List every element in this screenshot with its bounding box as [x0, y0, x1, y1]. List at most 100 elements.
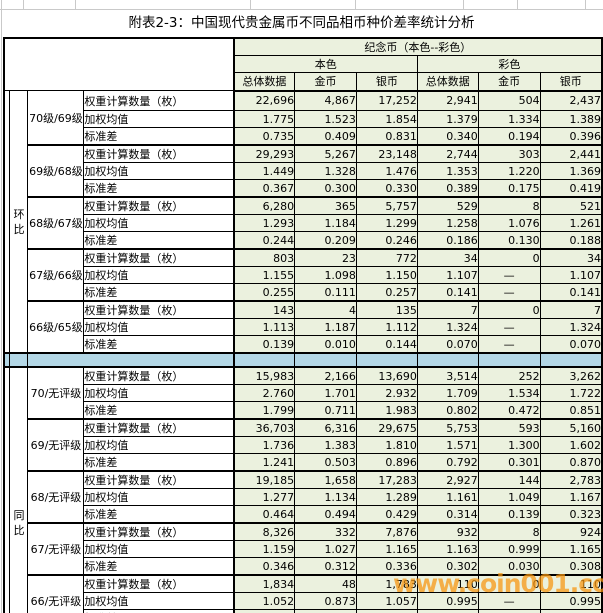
row-label-cell[interactable]: 加权均值 — [83, 318, 235, 336]
value-cell[interactable]: 0.300 — [294, 179, 357, 198]
value-cell[interactable]: 0.141 — [416, 283, 479, 302]
value-cell[interactable]: 2,166 — [294, 366, 357, 385]
value-cell[interactable]: 1.277 — [232, 488, 296, 506]
value-cell[interactable]: 1.571 — [416, 436, 479, 454]
value-cell[interactable]: 144 — [477, 470, 541, 489]
value-cell[interactable]: 1.107 — [416, 266, 479, 284]
group-label-cell[interactable]: 66级/65级 — [27, 300, 85, 354]
row-label-cell[interactable]: 权重计算数量（枚） — [83, 470, 235, 489]
value-cell[interactable]: 0.111 — [294, 283, 357, 302]
value-cell[interactable]: 1.052 — [232, 592, 296, 610]
value-cell[interactable]: 0.222 — [539, 609, 603, 613]
value-cell[interactable]: 0.257 — [355, 283, 418, 302]
value-cell[interactable]: 1.184 — [294, 214, 357, 232]
value-cell[interactable]: 593 — [477, 418, 541, 437]
row-label-cell[interactable]: 加权均值 — [83, 162, 235, 180]
value-cell[interactable]: 1.289 — [355, 488, 418, 506]
value-cell[interactable]: 15,983 — [232, 366, 296, 385]
value-cell[interactable]: 0.494 — [294, 505, 357, 524]
value-cell[interactable]: 1.324 — [539, 318, 603, 336]
value-cell[interactable]: 1.709 — [416, 384, 479, 402]
value-cell[interactable]: 34 — [416, 248, 479, 267]
value-cell[interactable]: 0.999 — [477, 540, 541, 558]
value-cell[interactable]: 5,757 — [355, 196, 418, 215]
row-label-cell[interactable]: 标准差 — [83, 179, 235, 198]
row-label-cell[interactable]: 标准差 — [83, 453, 235, 472]
value-cell[interactable]: 1.261 — [539, 214, 603, 232]
value-cell[interactable]: 2,941 — [416, 90, 479, 111]
value-cell[interactable]: 22,696 — [232, 90, 296, 111]
value-cell[interactable]: 0.896 — [355, 453, 418, 472]
value-cell[interactable]: 23 — [294, 248, 357, 267]
value-cell[interactable]: 1.722 — [539, 384, 603, 402]
section-label-cell[interactable]: 环比 — [9, 90, 29, 354]
table-title[interactable]: 附表2-3：中国现代贵金属币不同品相币种价差率统计分析 — [128, 15, 475, 31]
value-cell[interactable]: 0.255 — [232, 283, 296, 302]
value-cell[interactable]: 521 — [539, 196, 603, 215]
group-label-cell[interactable]: 70级/69级 — [27, 90, 85, 146]
value-cell[interactable]: 0.396 — [539, 127, 603, 146]
column-header[interactable]: 金币 — [294, 72, 357, 92]
value-cell[interactable]: 1.736 — [232, 436, 296, 454]
value-cell[interactable]: 1.334 — [477, 110, 541, 128]
group-label-cell[interactable]: 69/无评级 — [27, 418, 85, 472]
value-cell[interactable]: 0.472 — [477, 401, 541, 420]
row-label-cell[interactable]: 权重计算数量（枚） — [83, 418, 235, 437]
value-cell[interactable]: 0.802 — [416, 401, 479, 420]
value-cell[interactable]: 0.831 — [355, 127, 418, 146]
value-cell[interactable]: 0.010 — [294, 335, 357, 354]
separator-cell[interactable] — [416, 352, 479, 368]
value-cell[interactable]: 0.409 — [294, 127, 357, 146]
group-label-cell[interactable]: 69级/68级 — [27, 144, 85, 198]
value-cell[interactable]: 23,148 — [355, 144, 418, 163]
row-label-cell[interactable]: 权重计算数量（枚） — [83, 574, 235, 593]
value-cell[interactable]: 0.070 — [539, 335, 603, 354]
separator-cell[interactable] — [294, 352, 357, 368]
value-cell[interactable]: 1.134 — [294, 488, 357, 506]
value-cell[interactable]: 504 — [477, 90, 541, 111]
row-label-cell[interactable]: 权重计算数量（枚） — [83, 196, 235, 215]
value-cell[interactable]: 0.851 — [539, 401, 603, 420]
value-cell[interactable]: 6,316 — [294, 418, 357, 437]
group-label-cell[interactable]: 70/无评级 — [27, 366, 85, 420]
row-label-cell[interactable]: 标准差 — [83, 609, 235, 613]
value-cell[interactable]: 0.367 — [232, 179, 296, 198]
value-cell[interactable]: 0.503 — [294, 453, 357, 472]
value-cell[interactable]: 5,160 — [539, 418, 603, 437]
row-label-cell[interactable]: 加权均值 — [83, 540, 235, 558]
value-cell[interactable]: 0.270 — [232, 609, 296, 613]
separator-cell[interactable] — [232, 352, 296, 368]
value-cell[interactable]: 0 — [477, 574, 541, 593]
value-cell[interactable]: 1.389 — [539, 110, 603, 128]
value-cell[interactable]: — — [477, 609, 541, 613]
value-cell[interactable]: 1.165 — [539, 540, 603, 558]
separator-cell[interactable] — [539, 352, 603, 368]
value-cell[interactable]: 0.792 — [416, 453, 479, 472]
value-cell[interactable]: 5,267 — [294, 144, 357, 163]
value-cell[interactable]: 0.312 — [294, 557, 357, 576]
value-cell[interactable]: 0 — [477, 300, 541, 319]
value-cell[interactable]: 1.159 — [232, 540, 296, 558]
value-cell[interactable]: 2,437 — [539, 90, 603, 111]
row-label-cell[interactable]: 标准差 — [83, 557, 235, 576]
value-cell[interactable]: 0.130 — [477, 231, 541, 250]
value-cell[interactable]: 0.389 — [416, 179, 479, 198]
value-cell[interactable]: 0.873 — [294, 592, 357, 610]
value-cell[interactable]: 1.241 — [232, 453, 296, 472]
row-label-cell[interactable]: 加权均值 — [83, 384, 235, 402]
value-cell[interactable]: 0.273 — [355, 609, 418, 613]
value-cell[interactable]: 0.995 — [539, 592, 603, 610]
value-cell[interactable]: 1.163 — [416, 540, 479, 558]
value-cell[interactable]: 365 — [294, 196, 357, 215]
value-cell[interactable]: 1.098 — [294, 266, 357, 284]
value-cell[interactable]: 8,326 — [232, 522, 296, 541]
value-cell[interactable]: 1,834 — [232, 574, 296, 593]
value-cell[interactable]: — — [477, 283, 541, 302]
value-cell[interactable]: 1,658 — [294, 470, 357, 489]
value-cell[interactable]: — — [477, 318, 541, 336]
value-cell[interactable]: 1.076 — [477, 214, 541, 232]
value-cell[interactable]: 1.150 — [355, 266, 418, 284]
value-cell[interactable]: 135 — [355, 300, 418, 319]
row-label-cell[interactable]: 权重计算数量（枚） — [83, 366, 235, 385]
separator-cell[interactable] — [9, 352, 29, 368]
